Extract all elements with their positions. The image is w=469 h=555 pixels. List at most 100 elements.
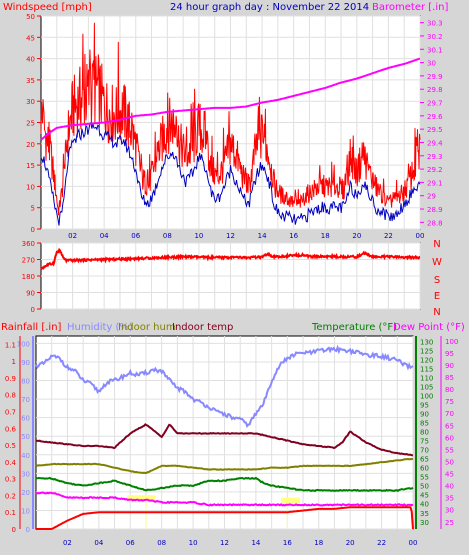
barometer-tick-label: 28.9 (427, 206, 443, 214)
barometer-tick-label: 29.9 (427, 73, 443, 81)
graph-title: 24 hour graph day : November 22 2014 (170, 2, 369, 13)
dew-point-tick-label: 40 (445, 483, 454, 491)
compass-label: N (433, 307, 440, 318)
temperature-tick-label: 85 (420, 420, 429, 428)
temperature-time-tick-label: 18 (314, 539, 323, 547)
barometer-tick-label: 29 (427, 193, 436, 201)
temperature-highlight-band (281, 497, 300, 504)
direction-degree-label: 90 (26, 290, 35, 298)
rainfall-tick-label: 0.4 (5, 459, 17, 467)
rainfall-tick-label: 0.2 (5, 492, 16, 500)
windspeed-tick-label: 5 (31, 205, 35, 213)
windspeed-tick-label: 10 (26, 183, 35, 191)
direction-degree-label: 270 (22, 257, 35, 265)
rainfall-tick-label: 0.1 (5, 509, 16, 517)
windspeed-tick-label: 15 (26, 162, 35, 170)
windspeed-axis-title: Windspeed [mph] (3, 2, 92, 13)
compass-label: S (434, 275, 440, 286)
wind-time-tick-label: 00 (416, 232, 425, 240)
dew-point-tick-label: 85 (445, 374, 454, 382)
temperature-tick-label: 70 (420, 447, 429, 455)
wind-time-tick-labels: 02 04 06 08 10 12 14 16 18 20 22 00 (68, 232, 424, 240)
humidity-tick-label: 100 (17, 340, 30, 348)
temperature-tick-label: 60 (420, 465, 429, 473)
dew-point-series-line (35, 491, 414, 507)
compass-label: W (432, 257, 442, 268)
rainfall-tick-labels: 0 0.1 0.2 0.3 0.4 0.5 0.6 0.7 0.8 0.9 1 1.1 (5, 341, 17, 534)
direction-degree-label: 180 (22, 273, 35, 281)
dew-point-tick-label: 50 (445, 458, 454, 466)
dew-point-tick-label: 65 (445, 422, 454, 430)
wind-direction-series-line (40, 247, 421, 271)
barometer-tick-label: 29.7 (427, 100, 443, 108)
temperature-tick-label: 75 (420, 438, 429, 446)
windspeed-tick-label: 50 (26, 13, 35, 21)
temperature-tick-label: 65 (420, 456, 429, 464)
temperature-time-tick-label: 06 (126, 539, 135, 547)
wind-time-tick-label: 08 (163, 232, 172, 240)
humidity-tick-label: 60 (21, 415, 30, 423)
rainfall-series-line (36, 506, 414, 530)
temperature-tick-label: 110 (420, 374, 433, 382)
direction-degree-labels: 0 90 180 270 360 (22, 240, 41, 314)
barometer-tick-label: 30 (427, 60, 436, 68)
direction-plot-grid (41, 242, 421, 310)
temperature-tick-label: 35 (420, 510, 429, 518)
windspeed-tick-label: 45 (26, 34, 35, 42)
temperature-tick-label: 90 (420, 411, 429, 419)
temperature-series-line (36, 476, 414, 492)
wind-time-tick-label: 10 (194, 232, 203, 240)
temperature-time-tick-label: 22 (377, 539, 386, 547)
direction-degree-label: 0 (31, 306, 35, 314)
humidity-tick-label: 10 (21, 507, 30, 515)
wind-series-lines (40, 22, 421, 226)
temperature-tick-label: 55 (420, 474, 429, 482)
temperature-tick-label: 125 (420, 347, 433, 355)
wind-time-tick-label: 12 (226, 232, 235, 240)
direction-series-line (40, 247, 421, 271)
temperature-time-tick-label: 00 (409, 539, 418, 547)
temperature-time-tick-label: 08 (157, 539, 166, 547)
indoor-hum-axis-title: Indoor hum (118, 322, 176, 333)
windspeed-tick-label: 40 (26, 56, 35, 64)
temperature-axis-title: Temperature (°F) (311, 322, 397, 333)
barometer-tick-label: 30.3 (427, 20, 443, 28)
compass-label: N (433, 239, 440, 250)
rainfall-tick-label: 0.6 (5, 425, 17, 433)
dew-point-tick-label: 80 (445, 386, 454, 394)
temperature-time-tick-label: 14 (251, 539, 260, 547)
indoor-temp-axis-title: Indoor temp (172, 322, 233, 333)
rainfall-tick-label: 1 (12, 358, 16, 366)
temperature-time-tick-label: 02 (63, 539, 72, 547)
dew-point-tick-label: 75 (445, 398, 454, 406)
windspeed-tick-label: 20 (26, 141, 35, 149)
dew-point-tick-label: 100 (445, 338, 458, 346)
indoor-temp-series-line (35, 423, 414, 457)
temperature-time-tick-label: 16 (283, 539, 292, 547)
temperature-time-tick-label: 12 (220, 539, 229, 547)
humidity-tick-label: 90 (21, 359, 30, 367)
windspeed-series-line (40, 22, 421, 216)
barometer-tick-label: 29.5 (427, 126, 443, 134)
barometer-tick-label: 28.8 (427, 219, 443, 227)
barometer-tick-label: 29.1 (427, 179, 443, 187)
temperature-tick-label: 115 (420, 365, 433, 373)
wind-time-tick-label: 06 (131, 232, 140, 240)
windspeed-tick-label: 35 (26, 77, 35, 85)
dew-point-tick-label: 55 (445, 446, 454, 454)
barometer-tick-labels: 28.8 28.9 29 29.1 29.2 29.3 29.4 29.5 29.6 29.7 29… (420, 20, 443, 227)
humidity-tick-label: 80 (21, 378, 30, 386)
temperature-time-tick-label: 20 (346, 539, 355, 547)
windspeed-tick-label: 25 (26, 120, 35, 128)
average-windspeed-series-line (40, 122, 421, 226)
dew-point-tick-label: 30 (445, 507, 454, 515)
dew-point-tick-label: 90 (445, 362, 454, 370)
barometer-series-line (40, 57, 421, 141)
temperature-highlight-band (127, 495, 156, 502)
temperature-tick-label: 100 (420, 393, 433, 401)
wind-time-tick-label: 18 (321, 232, 330, 240)
humidity-tick-label: 30 (21, 470, 30, 478)
barometer-tick-label: 29.3 (427, 153, 443, 161)
